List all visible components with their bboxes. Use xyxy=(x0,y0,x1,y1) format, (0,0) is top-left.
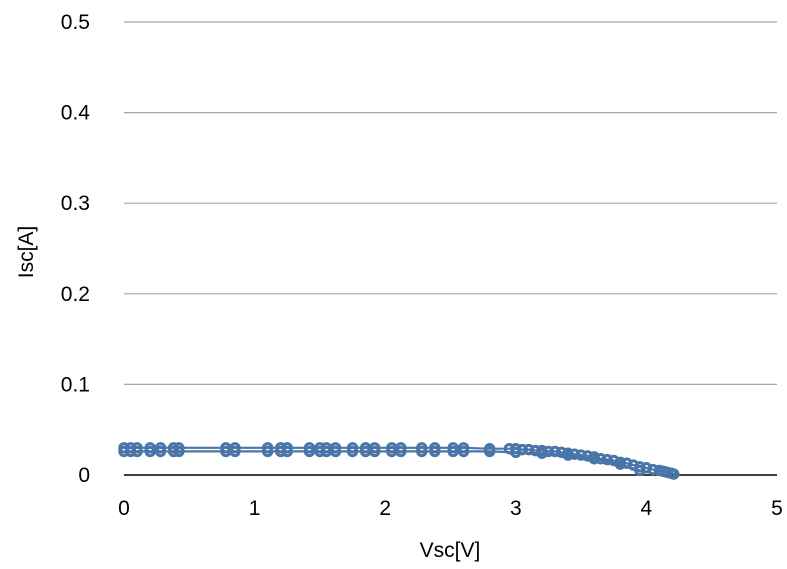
data-point xyxy=(562,449,574,461)
x-tick-label: 4 xyxy=(641,497,653,520)
data-point xyxy=(634,464,646,477)
data-point xyxy=(588,452,600,465)
y-tick-label: 0 xyxy=(78,464,90,487)
data-point xyxy=(614,458,626,470)
data-point xyxy=(173,445,185,458)
x-axis-title: Vsc[V] xyxy=(420,539,481,562)
data-point xyxy=(510,446,522,459)
series-group xyxy=(118,442,680,480)
y-tick-label: 0.1 xyxy=(61,373,90,396)
data-point xyxy=(144,445,156,458)
x-tick-label: 3 xyxy=(510,497,522,520)
x-tick-label: 0 xyxy=(118,497,130,520)
data-point xyxy=(483,445,496,458)
data-point xyxy=(568,448,581,460)
data-point xyxy=(154,445,167,458)
data-point xyxy=(575,449,587,461)
y-tick-label: 0.2 xyxy=(61,283,90,306)
data-point xyxy=(167,445,180,458)
data-point xyxy=(369,445,381,458)
x-tick-label: 1 xyxy=(249,497,261,520)
data-point xyxy=(668,468,680,480)
data-point xyxy=(124,445,137,458)
y-axis-ticks: 0 0.1 0.2 0.3 0.4 0.5 xyxy=(61,11,91,487)
data-point xyxy=(281,445,293,458)
data-point xyxy=(118,445,130,458)
data-point xyxy=(549,445,561,458)
data-point xyxy=(303,445,316,458)
x-tick-label: 2 xyxy=(379,497,391,520)
data-point xyxy=(416,445,428,458)
data-point xyxy=(447,445,459,458)
data-point xyxy=(229,445,241,458)
x-axis-ticks: 0 1 2 3 4 5 xyxy=(118,497,783,520)
y-tick-label: 0.3 xyxy=(61,192,90,215)
gridlines xyxy=(124,21,777,476)
x-tick-label: 5 xyxy=(771,497,783,520)
data-point xyxy=(457,445,470,458)
data-point xyxy=(395,445,407,458)
data-point xyxy=(261,445,274,458)
data-point xyxy=(275,445,287,458)
y-tick-label: 0.5 xyxy=(61,11,90,34)
data-point xyxy=(536,447,548,459)
y-tick-label: 0.4 xyxy=(61,102,91,125)
data-point xyxy=(131,445,143,458)
data-point xyxy=(314,445,326,458)
data-point xyxy=(429,445,441,458)
y-axis-title: Isc[A] xyxy=(15,226,38,279)
data-point xyxy=(647,463,659,476)
data-point xyxy=(329,445,342,458)
data-point xyxy=(346,445,359,458)
